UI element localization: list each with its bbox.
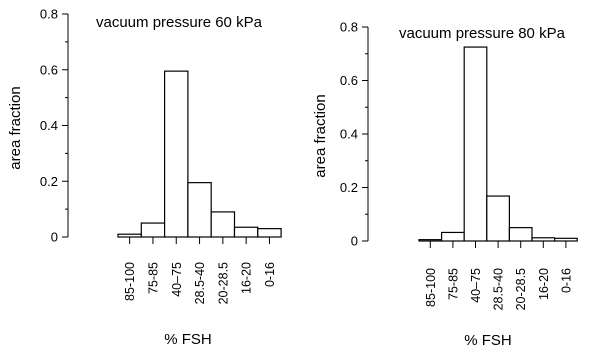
chart-60kpa: vacuum pressure 60 kPa area fraction % F… [7,7,282,348]
y-tick-label: 0 [351,234,358,249]
x-tick-label: 40–75 [170,262,184,297]
x-tick-label: 0-16 [559,268,573,293]
bar [257,228,282,238]
chart-80kpa: vacuum pressure 80 kPa area fraction % F… [312,20,578,349]
x-tick-label: 16-20 [537,268,551,300]
x-tick-label: 20-28.5 [216,262,230,304]
bar [441,231,465,242]
chart-title: vacuum pressure 60 kPa [96,14,263,31]
y-tick-label: 0.6 [40,62,58,77]
x-axis-label: % FSH [464,332,512,349]
x-tick-label: 0-16 [263,262,277,287]
y-tick-label: 0.6 [340,73,358,88]
bar [210,211,236,238]
chart-title: vacuum pressure 80 kPa [399,25,566,42]
bar [233,226,259,238]
bar [531,237,556,242]
bar [486,195,510,242]
bar [418,239,443,242]
y-axis-label: area fraction [7,86,24,169]
y-tick-label: 0.4 [340,127,358,142]
y-tick-label: 0 [51,230,58,245]
bar [164,70,189,238]
y-axis-label: area fraction [312,94,329,177]
y-tick-label: 0.8 [40,7,58,22]
bar [140,222,166,238]
x-tick-label: 16-20 [240,262,254,294]
x-tick-label: 28.5-40 [193,262,207,304]
bar [553,237,578,242]
x-tick-label: 85-100 [123,262,137,301]
bar [187,182,212,238]
x-tick-label: 85-100 [424,268,438,307]
y-tick-label: 0.4 [40,118,58,133]
x-axis-label: % FSH [164,331,212,348]
bar [508,227,533,242]
x-tick-label: 75-85 [446,268,460,300]
y-tick-label: 0.2 [40,174,58,189]
x-tick-label: 20-28.5 [514,268,528,310]
x-tick-label: 40–75 [469,268,483,303]
bar [117,233,142,238]
y-tick-label: 0.2 [340,180,358,195]
x-tick-label: 75-85 [146,262,160,294]
x-tick-label: 28.5-40 [492,268,506,310]
y-tick-label: 0.8 [340,20,358,35]
bar [463,46,488,242]
